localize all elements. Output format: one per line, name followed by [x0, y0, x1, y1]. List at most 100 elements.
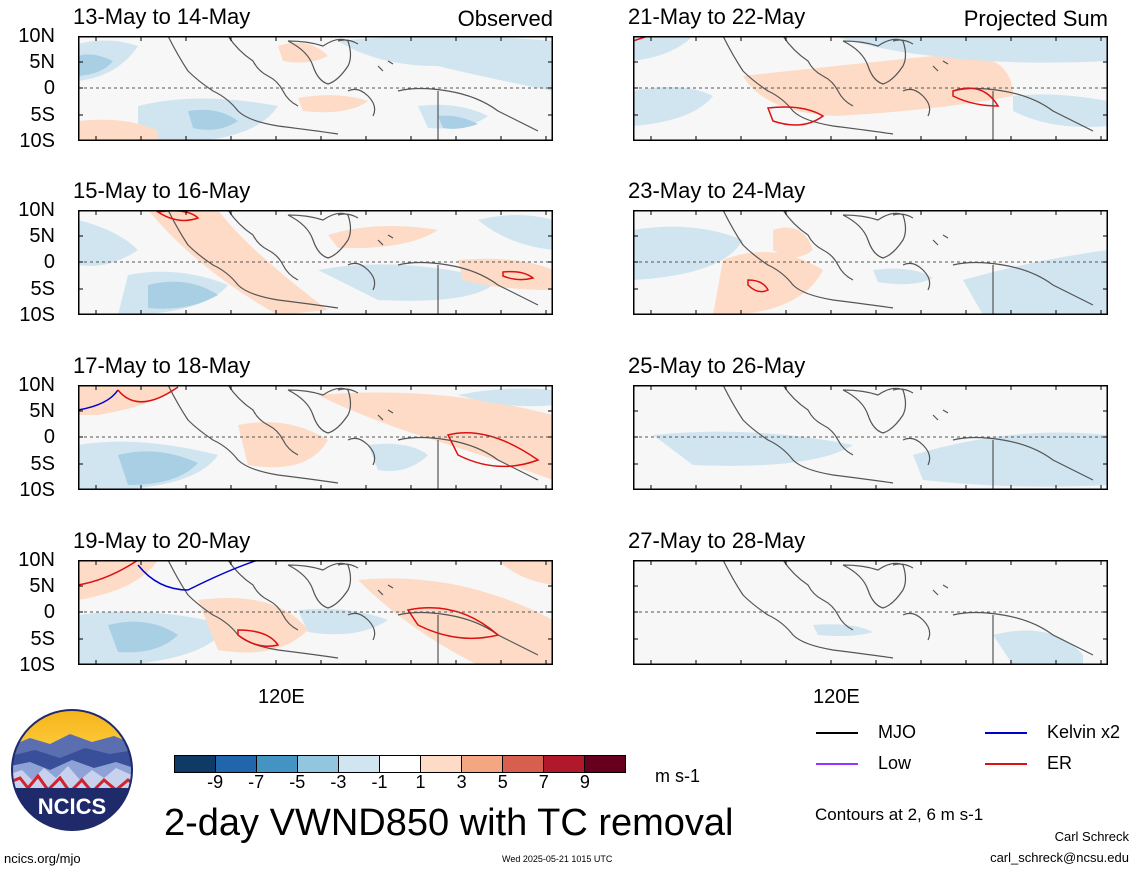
wave-contour	[137, 560, 259, 591]
colorbar-tick: 9	[579, 772, 590, 792]
colorbar-ticks: -9 -7 -5 -3 -1 1 3 5 7 9	[174, 772, 626, 802]
wave-contour	[406, 607, 500, 640]
legend-mjo: MJO	[816, 722, 916, 743]
anomaly-shading	[298, 608, 388, 635]
lat-label: 0	[43, 426, 55, 448]
map-plot	[633, 560, 1108, 665]
anomaly-shading	[873, 268, 933, 285]
lat-label: 5N	[29, 51, 55, 73]
colorbar-swatch	[216, 756, 257, 772]
coastline	[167, 560, 539, 665]
lat-label: 0	[43, 77, 55, 99]
colorbar-swatch	[298, 756, 339, 772]
anomaly-shading	[318, 392, 553, 480]
colorbar-swatch	[585, 756, 625, 772]
colorbar-swatch	[257, 756, 298, 772]
anomaly-shading	[338, 36, 553, 91]
colorbar-tick: -5	[289, 772, 306, 792]
legend-kelvin: Kelvin x2	[985, 722, 1120, 743]
footer-email: carl_schreck@ncsu.edu	[990, 850, 1129, 865]
anomaly-shading	[78, 560, 158, 600]
map-panel	[78, 210, 553, 315]
lon-label: 120E	[813, 686, 860, 708]
colorbar-units: m s-1	[655, 766, 700, 786]
legend-label: Low	[878, 753, 912, 773]
wave-contour	[766, 106, 825, 126]
panel-title: 27-May to 28-May	[628, 528, 806, 553]
panel-title: 15-May to 16-May	[73, 178, 251, 203]
coastline	[167, 36, 539, 141]
anomaly-shading	[478, 215, 553, 250]
wave-contour	[502, 270, 535, 281]
map-panel	[633, 210, 1108, 315]
anomaly-shading	[78, 385, 178, 415]
map-plot	[633, 210, 1108, 315]
colorbar-tick: 3	[456, 772, 467, 792]
panel-title: 23-May to 24-May	[628, 178, 806, 203]
colorbar-swatch	[175, 756, 216, 772]
lat-label: 5S	[30, 628, 55, 650]
map-panel	[633, 560, 1108, 665]
anomaly-shading	[498, 560, 553, 585]
er-line-swatch	[985, 762, 1027, 765]
anomaly-shading	[713, 252, 823, 315]
lat-label: 5S	[30, 104, 55, 126]
anomaly-shading	[913, 432, 1108, 487]
anomaly-shading	[278, 42, 328, 63]
lat-label: 10S	[19, 654, 55, 676]
panel-title: 17-May to 18-May	[73, 353, 251, 378]
panel-title: 13-May to 14-May	[73, 4, 251, 29]
lat-label: 10S	[19, 130, 55, 152]
lat-label: 10S	[19, 479, 55, 501]
colorbar-tick: 5	[497, 772, 508, 792]
anomaly-shading	[238, 422, 328, 468]
map-panel	[78, 560, 553, 665]
anomaly-shading	[78, 220, 138, 266]
anomaly-shading	[118, 451, 198, 485]
wave-contour	[237, 629, 280, 647]
anomaly-shading	[458, 388, 553, 407]
mjo-line-swatch	[816, 731, 858, 734]
svg-text:NCICS: NCICS	[38, 794, 106, 819]
footer-url: ncics.org/mjo	[4, 851, 81, 866]
anomaly-shading	[653, 431, 853, 466]
map-plot	[78, 36, 553, 141]
anomaly-shading	[188, 109, 238, 130]
map-panel	[78, 36, 553, 141]
coastline	[722, 385, 1094, 490]
map-plot	[633, 36, 1108, 141]
legend-label: MJO	[878, 722, 916, 742]
legend-label: ER	[1047, 753, 1073, 773]
anomaly-shading	[963, 250, 1108, 315]
lat-label: 5N	[29, 225, 55, 247]
anomaly-shading	[773, 227, 813, 258]
anomaly-shading	[813, 624, 873, 636]
panel-corner-label: Projected Sum	[963, 6, 1108, 31]
panel-title: 19-May to 20-May	[73, 528, 251, 553]
wave-contour	[446, 432, 540, 468]
colorbar	[174, 755, 626, 773]
anomaly-shading	[458, 258, 553, 290]
footer-timestamp: Wed 2025-05-21 1015 UTC	[502, 854, 613, 864]
anomaly-shading	[78, 54, 113, 76]
lat-label: 5N	[29, 575, 55, 597]
anomaly-shading	[358, 578, 553, 665]
wave-contour	[78, 560, 139, 586]
lat-label: 10N	[18, 549, 55, 571]
lat-label: 10S	[19, 304, 55, 326]
panel-corner-label: Observed	[457, 6, 553, 31]
map-plot	[78, 385, 553, 490]
lat-label: 0	[43, 251, 55, 273]
anomaly-shading	[298, 95, 368, 113]
coastline	[167, 385, 539, 490]
low-line-swatch	[816, 762, 858, 765]
map-panel	[633, 36, 1108, 141]
wave-contour	[78, 389, 119, 411]
lat-label: 5N	[29, 400, 55, 422]
map-panel	[633, 385, 1108, 490]
legend-er: ER	[985, 753, 1072, 774]
lat-label: 10N	[18, 199, 55, 221]
anomaly-shading	[833, 36, 1108, 63]
anomaly-shading	[743, 54, 1013, 116]
anomaly-shading	[318, 264, 498, 301]
